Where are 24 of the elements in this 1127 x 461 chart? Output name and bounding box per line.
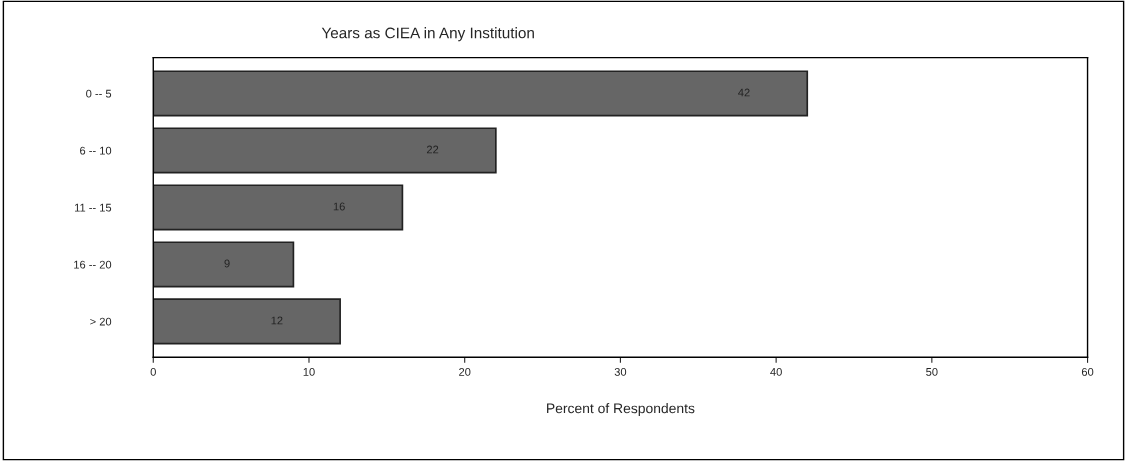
data-label: 9 [224, 259, 230, 268]
y-tick-label: 16 -- 20 [74, 260, 112, 269]
chart-title: Years as CIEA in Any Institution [321, 27, 534, 42]
data-label: 22 [426, 145, 439, 154]
x-tick-label: 50 [926, 367, 938, 376]
x-tick-label: 0 [150, 367, 156, 376]
y-tick-label: 0 -- 5 [86, 89, 112, 98]
x-tick-label: 60 [1081, 367, 1094, 376]
y-tick-label: > 20 [90, 317, 112, 326]
x-axis-title: Percent of Respondents [547, 403, 695, 416]
y-tick-label: 11 -- 15 [74, 203, 112, 212]
x-tick-label: 30 [614, 367, 627, 376]
data-label: 12 [271, 316, 283, 325]
bar [153, 298, 341, 345]
bar [153, 241, 295, 288]
bar [153, 184, 404, 231]
data-label: 16 [333, 202, 345, 211]
bar [153, 127, 497, 174]
x-tick-label: 40 [770, 367, 782, 376]
data-label: 42 [738, 88, 750, 97]
bar [153, 70, 809, 117]
y-tick-label: 6 -- 10 [80, 146, 112, 155]
x-tick-label: 10 [303, 367, 315, 376]
x-tick-label: 20 [459, 367, 471, 376]
